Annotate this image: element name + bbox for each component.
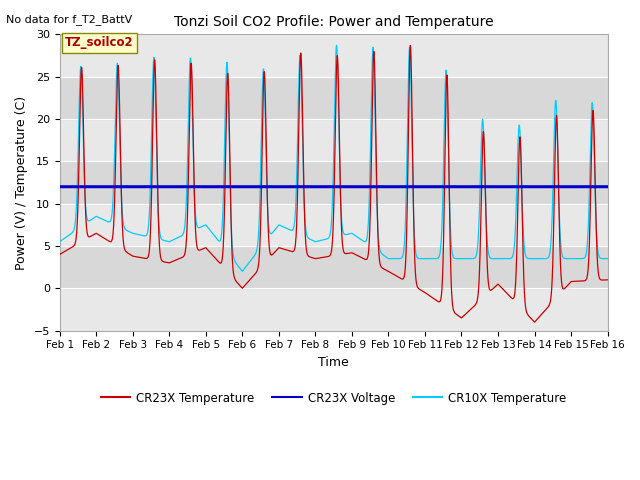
Text: No data for f_T2_BattV: No data for f_T2_BattV <box>6 14 132 25</box>
Bar <box>60 77 607 119</box>
Y-axis label: Power (V) / Temperature (C): Power (V) / Temperature (C) <box>15 96 28 270</box>
Bar <box>60 35 607 77</box>
Title: Tonzi Soil CO2 Profile: Power and Temperature: Tonzi Soil CO2 Profile: Power and Temper… <box>174 15 493 29</box>
Text: TZ_soilco2: TZ_soilco2 <box>65 36 134 49</box>
Bar <box>60 288 607 331</box>
Bar <box>60 119 607 161</box>
Bar <box>60 246 607 288</box>
Bar <box>60 161 607 204</box>
Legend: CR23X Temperature, CR23X Voltage, CR10X Temperature: CR23X Temperature, CR23X Voltage, CR10X … <box>96 387 571 409</box>
X-axis label: Time: Time <box>318 356 349 369</box>
Bar <box>60 204 607 246</box>
